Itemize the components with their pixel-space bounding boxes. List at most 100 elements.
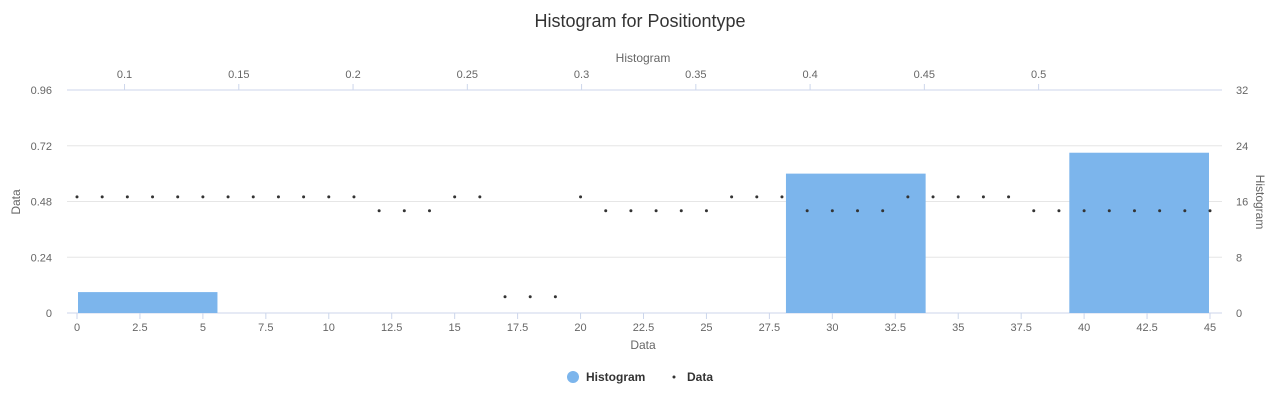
top-tick-label: 0.2: [345, 69, 360, 81]
legend: Histogram Data: [567, 370, 713, 384]
left-tick-label: 0.96: [31, 85, 52, 97]
data-point: [805, 209, 809, 213]
data-point: [75, 195, 79, 199]
data-point: [427, 209, 431, 213]
legend-item-data[interactable]: Data: [672, 370, 714, 384]
data-point: [402, 209, 406, 213]
top-tick-label: 0.35: [685, 69, 706, 81]
right-tick-label: 8: [1236, 252, 1242, 264]
data-point: [1082, 209, 1086, 213]
top-tick-label: 0.4: [802, 69, 817, 81]
data-point: [579, 195, 583, 199]
data-point: [176, 195, 180, 199]
legend-data-swatch: [672, 375, 676, 379]
bottom-tick-label: 42.5: [1136, 322, 1157, 334]
data-point: [453, 195, 457, 199]
data-point: [1107, 209, 1111, 213]
data-point: [780, 195, 784, 199]
data-point: [553, 295, 557, 299]
histogram-bars: [78, 152, 1209, 313]
data-point: [604, 209, 608, 213]
data-point: [1057, 209, 1061, 213]
bottom-axis-title: Data: [630, 338, 656, 352]
data-point: [679, 209, 683, 213]
bottom-tick-label: 0: [74, 322, 80, 334]
top-tick-label: 0.3: [574, 69, 589, 81]
left-tick-label: 0.72: [31, 141, 52, 153]
right-tick-label: 0: [1236, 308, 1242, 320]
bottom-tick-label: 32.5: [885, 322, 906, 334]
histogram-bar: [1069, 152, 1209, 313]
bottom-tick-label: 45: [1204, 322, 1216, 334]
data-point: [704, 209, 708, 213]
data-point: [856, 209, 860, 213]
top-axis-title: Histogram: [616, 51, 671, 65]
legend-histogram-label: Histogram: [586, 370, 645, 384]
bottom-tick-label: 37.5: [1010, 322, 1031, 334]
top-tick-label: 0.25: [457, 69, 478, 81]
left-tick-label: 0.48: [31, 197, 52, 209]
right-tick-label: 16: [1236, 197, 1248, 209]
data-point: [730, 195, 734, 199]
data-point: [352, 195, 356, 199]
legend-data-label: Data: [687, 370, 713, 384]
top-tick-label: 0.15: [228, 69, 249, 81]
data-point: [151, 195, 155, 199]
axis-ticks: 0 2.5 5 7.5 10 12.5 15 17.5 20 22.5 25 27.5 30 32.5 35…: [31, 69, 1249, 334]
data-point: [327, 195, 331, 199]
data-point: [1007, 195, 1011, 199]
histogram-bar: [78, 292, 218, 313]
data-point: [226, 195, 230, 199]
data-point: [755, 195, 759, 199]
top-tick-label: 0.1: [117, 69, 132, 81]
legend-histogram-swatch: [567, 371, 579, 383]
data-point: [629, 209, 633, 213]
data-point: [1158, 209, 1162, 213]
bottom-tick-label: 12.5: [381, 322, 402, 334]
data-point: [100, 195, 104, 199]
histogram-bar: [785, 173, 926, 313]
bottom-tick-label: 30: [826, 322, 838, 334]
data-point: [881, 209, 885, 213]
data-point: [654, 209, 658, 213]
legend-item-histogram[interactable]: Histogram: [567, 370, 645, 384]
left-tick-label: 0.24: [31, 252, 52, 264]
top-tick-label: 0.45: [914, 69, 935, 81]
data-point: [503, 295, 507, 299]
bottom-tick-label: 20: [574, 322, 586, 334]
bottom-tick-label: 35: [952, 322, 964, 334]
data-point: [528, 295, 532, 299]
data-point: [251, 195, 255, 199]
data-point: [981, 195, 985, 199]
data-point: [956, 195, 960, 199]
data-point: [478, 195, 482, 199]
data-point: [276, 195, 280, 199]
data-point: [1032, 209, 1036, 213]
bottom-tick-label: 22.5: [633, 322, 654, 334]
data-point: [1132, 209, 1136, 213]
bottom-tick-label: 27.5: [759, 322, 780, 334]
left-axis-title: Data: [9, 189, 23, 215]
data-point: [1183, 209, 1187, 213]
data-point: [1208, 209, 1212, 213]
bottom-tick-label: 10: [323, 322, 335, 334]
left-tick-label: 0: [46, 308, 52, 320]
bottom-tick-label: 15: [449, 322, 461, 334]
right-tick-label: 32: [1236, 85, 1248, 97]
data-point: [201, 195, 205, 199]
data-point: [830, 209, 834, 213]
data-points: [75, 195, 1212, 299]
chart-title: Histogram for Positiontype: [534, 11, 745, 31]
bottom-tick-label: 17.5: [507, 322, 528, 334]
bottom-tick-label: 40: [1078, 322, 1090, 334]
bottom-tick-label: 25: [700, 322, 712, 334]
data-point: [125, 195, 129, 199]
top-tick-label: 0.5: [1031, 69, 1046, 81]
right-tick-label: 24: [1236, 141, 1248, 153]
data-point: [302, 195, 306, 199]
right-axis-title: Histogram: [1253, 175, 1267, 230]
data-point: [931, 195, 935, 199]
grid-lines: [67, 89, 1222, 314]
